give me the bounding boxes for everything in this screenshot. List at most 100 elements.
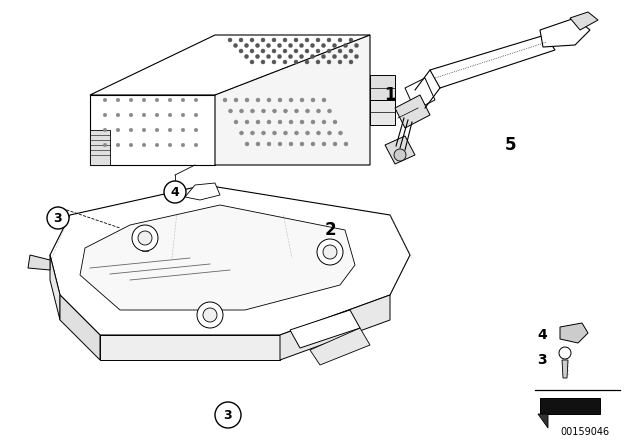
- Circle shape: [311, 142, 315, 146]
- Circle shape: [283, 49, 287, 53]
- Polygon shape: [370, 100, 395, 125]
- Polygon shape: [562, 360, 568, 378]
- Circle shape: [294, 109, 298, 113]
- Circle shape: [197, 302, 223, 328]
- Polygon shape: [385, 136, 415, 164]
- Circle shape: [103, 128, 107, 132]
- Text: 4: 4: [537, 328, 547, 342]
- Circle shape: [234, 120, 238, 124]
- Circle shape: [164, 181, 186, 203]
- Circle shape: [322, 120, 326, 124]
- Polygon shape: [540, 18, 590, 47]
- Circle shape: [310, 43, 314, 47]
- Circle shape: [255, 43, 259, 47]
- Circle shape: [278, 43, 282, 47]
- Circle shape: [181, 98, 185, 102]
- Circle shape: [129, 143, 133, 147]
- Circle shape: [300, 98, 304, 102]
- Circle shape: [228, 38, 232, 42]
- Circle shape: [278, 55, 282, 59]
- Circle shape: [321, 43, 326, 47]
- Circle shape: [305, 49, 309, 53]
- Circle shape: [256, 98, 260, 102]
- Circle shape: [250, 109, 255, 113]
- Circle shape: [103, 143, 107, 147]
- Circle shape: [294, 49, 298, 53]
- Circle shape: [328, 131, 332, 135]
- Circle shape: [355, 55, 358, 59]
- Circle shape: [250, 131, 255, 135]
- Circle shape: [272, 38, 276, 42]
- Circle shape: [327, 60, 331, 64]
- Circle shape: [194, 113, 198, 117]
- Circle shape: [168, 143, 172, 147]
- Circle shape: [116, 128, 120, 132]
- Text: 00159046: 00159046: [561, 427, 609, 437]
- Circle shape: [129, 113, 133, 117]
- Circle shape: [394, 149, 406, 161]
- Circle shape: [103, 113, 107, 117]
- Circle shape: [256, 142, 260, 146]
- Circle shape: [250, 49, 254, 53]
- Circle shape: [322, 142, 326, 146]
- Circle shape: [244, 55, 248, 59]
- Circle shape: [327, 38, 331, 42]
- Circle shape: [194, 143, 198, 147]
- Circle shape: [300, 55, 303, 59]
- Circle shape: [283, 38, 287, 42]
- Circle shape: [289, 55, 292, 59]
- Circle shape: [250, 60, 254, 64]
- Circle shape: [228, 109, 232, 113]
- Polygon shape: [90, 35, 370, 95]
- Circle shape: [305, 131, 310, 135]
- Polygon shape: [430, 35, 555, 88]
- Polygon shape: [50, 255, 60, 320]
- Circle shape: [322, 98, 326, 102]
- Circle shape: [273, 109, 276, 113]
- Circle shape: [333, 55, 337, 59]
- Circle shape: [267, 120, 271, 124]
- Circle shape: [245, 98, 249, 102]
- Circle shape: [272, 60, 276, 64]
- Circle shape: [305, 60, 309, 64]
- Circle shape: [559, 347, 571, 359]
- Circle shape: [289, 98, 293, 102]
- Circle shape: [239, 131, 243, 135]
- Circle shape: [333, 120, 337, 124]
- Circle shape: [261, 38, 265, 42]
- Circle shape: [316, 60, 320, 64]
- Circle shape: [155, 113, 159, 117]
- Circle shape: [310, 55, 314, 59]
- Polygon shape: [405, 78, 435, 110]
- Circle shape: [129, 98, 133, 102]
- Text: 5: 5: [504, 136, 516, 154]
- Circle shape: [266, 55, 271, 59]
- Circle shape: [215, 402, 241, 428]
- Circle shape: [255, 55, 259, 59]
- Circle shape: [142, 128, 146, 132]
- Circle shape: [333, 43, 337, 47]
- Circle shape: [294, 38, 298, 42]
- Circle shape: [278, 142, 282, 146]
- Text: 2: 2: [324, 221, 336, 239]
- Polygon shape: [90, 130, 110, 165]
- Circle shape: [256, 120, 260, 124]
- Circle shape: [155, 128, 159, 132]
- Circle shape: [239, 109, 243, 113]
- Circle shape: [344, 55, 348, 59]
- Text: 3: 3: [224, 409, 232, 422]
- Circle shape: [203, 308, 217, 322]
- Circle shape: [311, 98, 315, 102]
- Polygon shape: [540, 398, 600, 414]
- Circle shape: [305, 109, 310, 113]
- Circle shape: [181, 143, 185, 147]
- Circle shape: [244, 43, 248, 47]
- Circle shape: [272, 49, 276, 53]
- Circle shape: [168, 98, 172, 102]
- Circle shape: [261, 49, 265, 53]
- Circle shape: [311, 120, 315, 124]
- Circle shape: [327, 49, 331, 53]
- Circle shape: [284, 109, 287, 113]
- Circle shape: [267, 98, 271, 102]
- Circle shape: [245, 142, 249, 146]
